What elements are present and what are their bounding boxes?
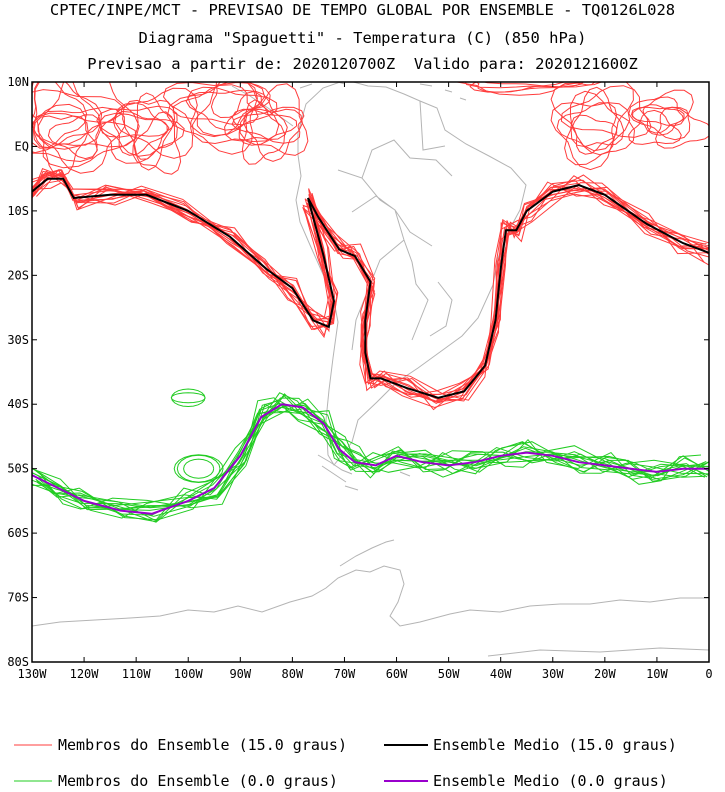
member-line-0 <box>32 397 706 508</box>
member-contour-loop <box>112 110 168 156</box>
member-line-15 <box>32 170 705 401</box>
legend-label-mean-15: Ensemble Medio (15.0 graus) <box>433 736 677 754</box>
antarctic-peninsula <box>339 539 395 567</box>
member-contour-loop <box>231 106 305 144</box>
member-contour-loop <box>47 114 101 160</box>
member-contour-loop <box>170 392 206 404</box>
lon-tick-label: 90W <box>229 667 251 681</box>
longitude-axis: 130W 120W 110W 100W 90W 80W 70W 60W 50W 40W 30W 20W… <box>18 82 713 681</box>
member-contour-loop <box>32 82 88 149</box>
ensemble-members-0 <box>32 388 709 523</box>
lon-tick-label: 0 <box>705 667 712 681</box>
lat-tick-label: 40S <box>7 397 29 411</box>
member-contour-loop <box>571 114 618 155</box>
lon-tick-label: 80W <box>282 667 304 681</box>
latitude-axis: 10N EQ 10S 20S 30S 40S 50S 60S 70S 80S <box>7 75 709 669</box>
lat-tick-label: 70S <box>7 591 29 605</box>
member-contour-loop <box>166 82 258 155</box>
legend-label-mean-0: Ensemble Medio (0.0 graus) <box>433 772 668 790</box>
member-contour-loop <box>100 102 170 138</box>
member-contour-loop <box>239 83 309 156</box>
member-line-0 <box>39 397 702 510</box>
lon-tick-label: 110W <box>122 667 152 681</box>
member-line-0 <box>35 395 708 523</box>
antarctica-outline <box>32 565 709 657</box>
lat-tick-label: 30S <box>7 333 29 347</box>
lat-tick-label: 10S <box>7 204 29 218</box>
lon-tick-label: 50W <box>438 667 460 681</box>
lon-tick-label: 30W <box>542 667 564 681</box>
member-contour-loop <box>133 92 178 160</box>
member-contour-loop <box>231 108 298 146</box>
lon-tick-label: 20W <box>594 667 616 681</box>
title-line-2: Diagrama "Spaguetti" - Temperatura (C) (… <box>138 29 587 47</box>
legend: Membros do Ensemble (15.0 graus) Ensembl… <box>14 736 677 790</box>
member-contour-loop <box>469 82 584 93</box>
lat-tick-label: 60S <box>7 526 29 540</box>
lat-tick-label: 10N <box>7 75 29 89</box>
lon-tick-label: 60W <box>386 667 408 681</box>
member-contour-loop <box>32 82 103 154</box>
lon-tick-label: 100W <box>174 667 204 681</box>
member-contour-loop <box>183 458 215 479</box>
country-borders <box>337 100 453 351</box>
member-contour-loop <box>628 89 694 141</box>
member-contour-loop <box>132 111 182 175</box>
member-contour-loop <box>37 82 140 150</box>
member-contour-loop <box>191 82 280 145</box>
legend-label-members-0: Membros do Ensemble (0.0 graus) <box>58 772 338 790</box>
lon-tick-label: 120W <box>70 667 100 681</box>
lon-tick-label: 10W <box>646 667 668 681</box>
member-contour-loop <box>170 388 206 408</box>
title-line-1: CPTEC/INPE/MCT - PREVISAO DE TEMPO GLOBA… <box>49 1 676 19</box>
caribbean-islands <box>419 83 467 101</box>
lat-tick-label: EQ <box>15 139 29 153</box>
central-america-outline <box>231 82 346 127</box>
ensemble-means <box>32 177 709 515</box>
ensemble-members-15 <box>32 82 709 411</box>
member-contour-loop <box>32 106 126 174</box>
lon-tick-label: 40W <box>490 667 512 681</box>
member-line-0 <box>37 392 709 510</box>
member-contour-loop <box>32 89 124 145</box>
member-contour-loop <box>176 454 221 483</box>
member-contour-loop <box>32 82 103 149</box>
member-contour-loop <box>564 90 635 166</box>
lat-tick-label: 80S <box>7 655 29 669</box>
member-contour-loop <box>241 99 286 165</box>
member-contour-loop <box>185 89 262 131</box>
lat-tick-label: 20S <box>7 268 29 282</box>
member-contour-loop <box>243 108 303 162</box>
legend-label-members-15: Membros do Ensemble (15.0 graus) <box>58 736 347 754</box>
mean-line-15 <box>32 177 709 399</box>
tierra-del-fuego <box>317 454 411 491</box>
member-contour-loop <box>550 82 634 152</box>
member-contour-loop <box>655 106 709 149</box>
lat-tick-label: 50S <box>7 462 29 476</box>
member-contour-loop <box>474 82 565 93</box>
member-contour-loop <box>628 109 682 145</box>
member-contour-loop <box>98 112 185 164</box>
south-america-outline <box>295 82 527 466</box>
member-contour-loop <box>32 103 98 163</box>
member-contour-loop <box>454 82 585 96</box>
member-contour-loop <box>570 86 625 148</box>
plot-frame <box>31 81 710 663</box>
title-line-3: Previsao a partir de: 2020120700Z Valido… <box>87 55 638 73</box>
member-contour-loop <box>122 99 176 171</box>
member-contour-loop <box>556 102 618 156</box>
member-contour-loop <box>642 104 685 134</box>
member-contour-loop <box>482 82 584 88</box>
member-contour-loop <box>114 87 198 159</box>
lon-tick-label: 130W <box>18 667 48 681</box>
member-contour-loop <box>173 454 224 484</box>
mean-line-0 <box>32 403 709 515</box>
lon-tick-label: 70W <box>334 667 356 681</box>
member-contour-loop <box>560 85 652 138</box>
member-contour-loop <box>631 96 685 127</box>
